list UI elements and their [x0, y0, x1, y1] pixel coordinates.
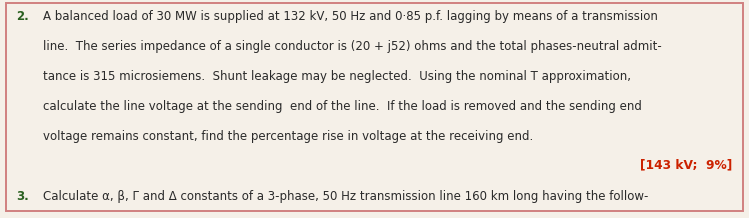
Text: Calculate α, β, Γ and Δ constants of a 3-phase, 50 Hz transmission line 160 km l: Calculate α, β, Γ and Δ constants of a 3…	[43, 190, 649, 203]
Text: tance is 315 microsiemens.  Shunt leakage may be neglected.  Using the nominal Τ: tance is 315 microsiemens. Shunt leakage…	[43, 70, 631, 83]
Text: 2.: 2.	[16, 10, 29, 23]
Text: A balanced load of 30 MW is supplied at 132 kV, 50 Hz and 0·85 p.f. lagging by m: A balanced load of 30 MW is supplied at …	[43, 10, 658, 23]
FancyBboxPatch shape	[6, 3, 743, 211]
Text: line.  The series impedance of a single conductor is (20 + j52) ohms and the tot: line. The series impedance of a single c…	[43, 40, 662, 53]
Text: voltage remains constant, find the percentage rise in voltage at the receiving e: voltage remains constant, find the perce…	[43, 130, 534, 143]
Text: calculate the line voltage at the sending  end of the line.  If the load is remo: calculate the line voltage at the sendin…	[43, 100, 643, 113]
Text: 3.: 3.	[16, 190, 29, 203]
Text: [143 kV;  9%]: [143 kV; 9%]	[640, 159, 733, 172]
